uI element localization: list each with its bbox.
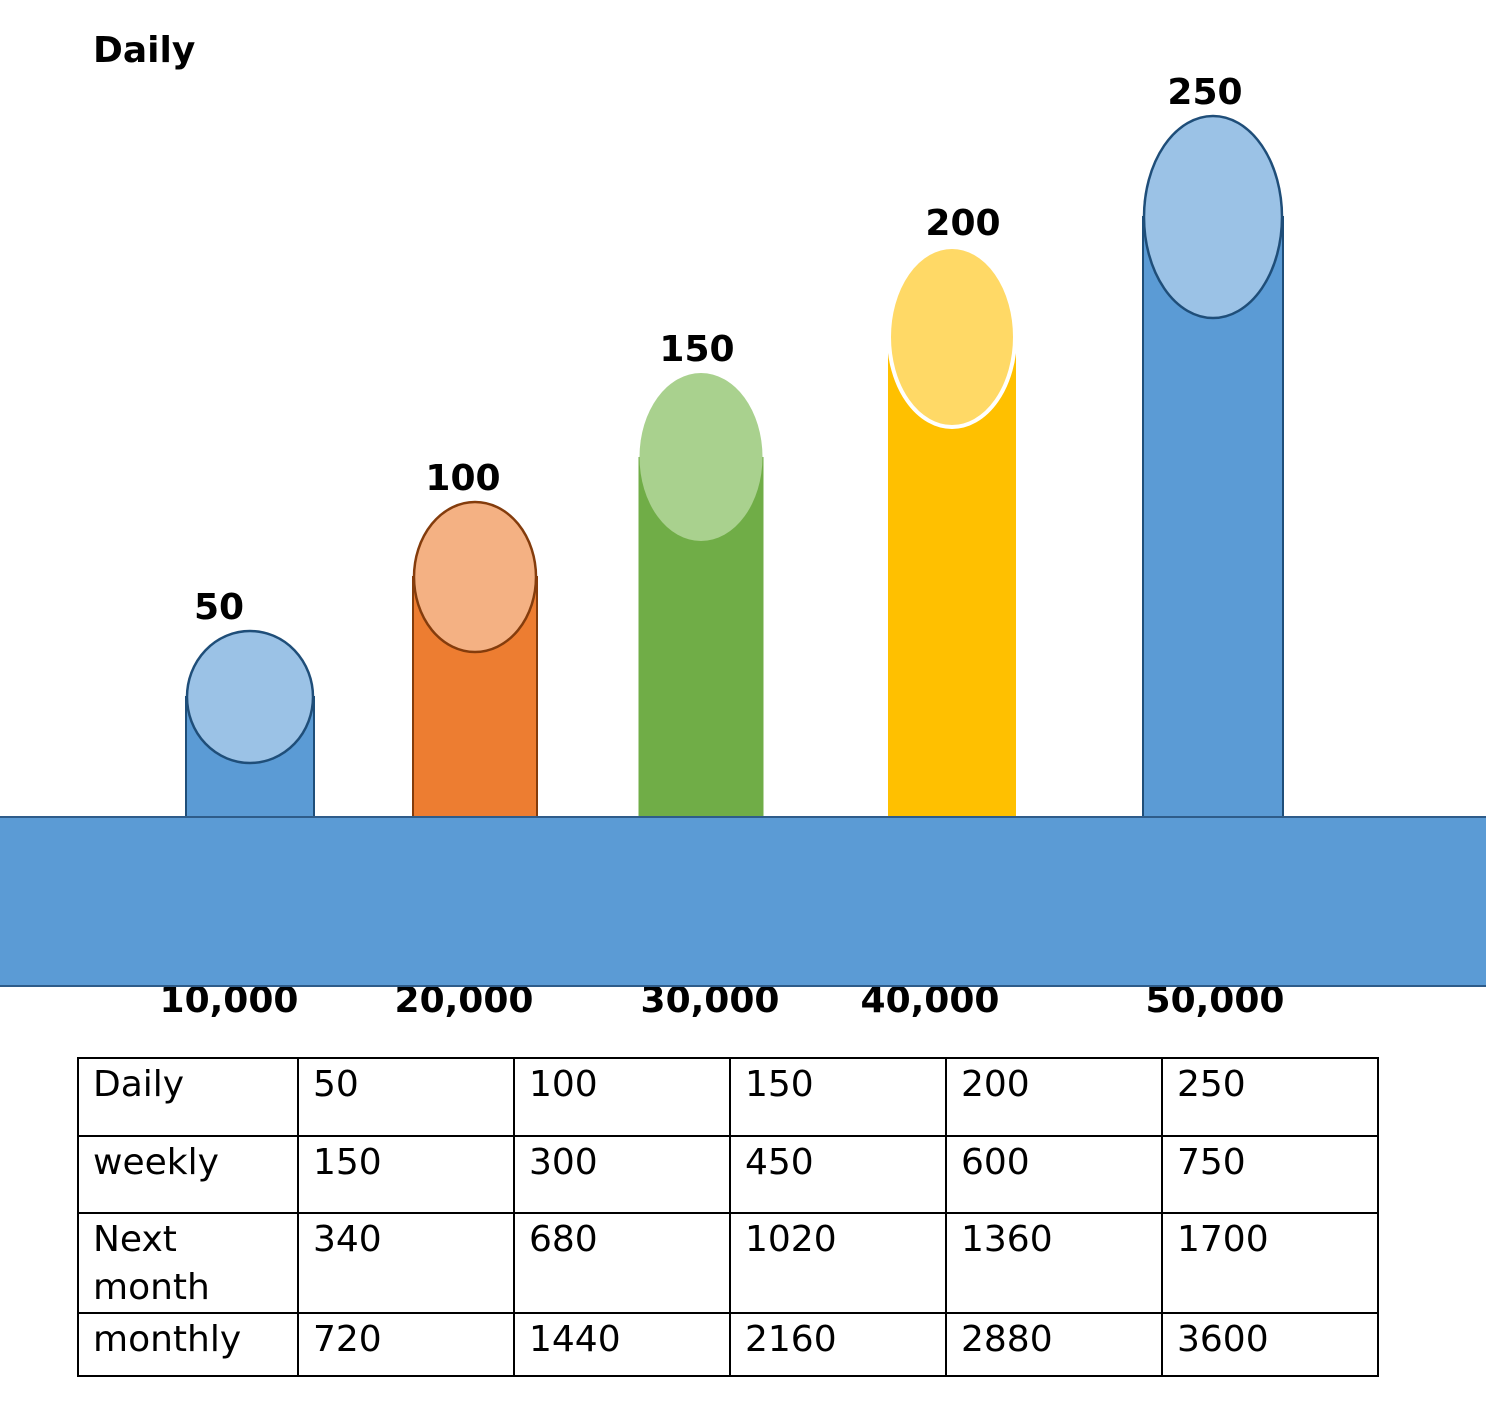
table-cell: 600 (945, 1135, 1163, 1214)
table-cell: 3600 (1161, 1312, 1379, 1377)
table-cell: 300 (513, 1135, 731, 1214)
table-cell: 2160 (729, 1312, 947, 1377)
table-cell: 750 (1161, 1135, 1379, 1214)
labels-group: 5010,00010020,00015030,00020040,00025050… (160, 72, 1285, 1021)
table-cell: 100 (513, 1057, 731, 1137)
chart-title: Daily (93, 30, 195, 71)
value-label: 50 (194, 587, 244, 628)
table-cell: 150 (729, 1057, 947, 1137)
table-row-label: weekly (77, 1135, 299, 1214)
table-cell: 340 (297, 1212, 515, 1314)
table-cell: 50 (297, 1057, 515, 1137)
table-cell: 150 (297, 1135, 515, 1214)
data-table: Daily 50 100 150 200 250 weekly 150 300 450 600 750… (77, 1057, 1379, 1377)
table-cell: 450 (729, 1135, 947, 1214)
base-band (0, 816, 1486, 987)
table-cell: 1700 (1161, 1212, 1379, 1314)
bar-top (639, 373, 763, 541)
table-row-label: Daily (77, 1057, 299, 1137)
value-label: 250 (1167, 72, 1242, 113)
table-row: weekly 150 300 450 600 750 (77, 1135, 1379, 1214)
table-cell: 720 (297, 1312, 515, 1377)
table-cell: 1440 (513, 1312, 731, 1377)
table-cell: 250 (1161, 1057, 1379, 1137)
table-row: Next month 340 680 1020 1360 1700 (77, 1212, 1379, 1314)
bar-top (1142, 114, 1284, 320)
table-cell: 680 (513, 1212, 731, 1314)
table-row: Daily 50 100 150 200 250 (77, 1057, 1379, 1137)
table-cell: 1020 (729, 1212, 947, 1314)
bars-group (185, 114, 1284, 818)
table-cell: 1360 (945, 1212, 1163, 1314)
table-row: monthly 720 1440 2160 2880 3600 (77, 1312, 1379, 1377)
value-label: 150 (659, 329, 734, 370)
table-row-label: Next month (77, 1212, 299, 1314)
table-cell: 200 (945, 1057, 1163, 1137)
value-label: 200 (925, 203, 1000, 244)
daily-bar-chart: Daily 5010,00010020,00015030,00020040,00… (0, 30, 1486, 1021)
value-label: 100 (425, 458, 500, 499)
bar-top (412, 500, 538, 654)
bar-top (185, 629, 315, 765)
table-cell: 2880 (945, 1312, 1163, 1377)
table-row-label: monthly (77, 1312, 299, 1377)
bar-top (887, 245, 1017, 429)
